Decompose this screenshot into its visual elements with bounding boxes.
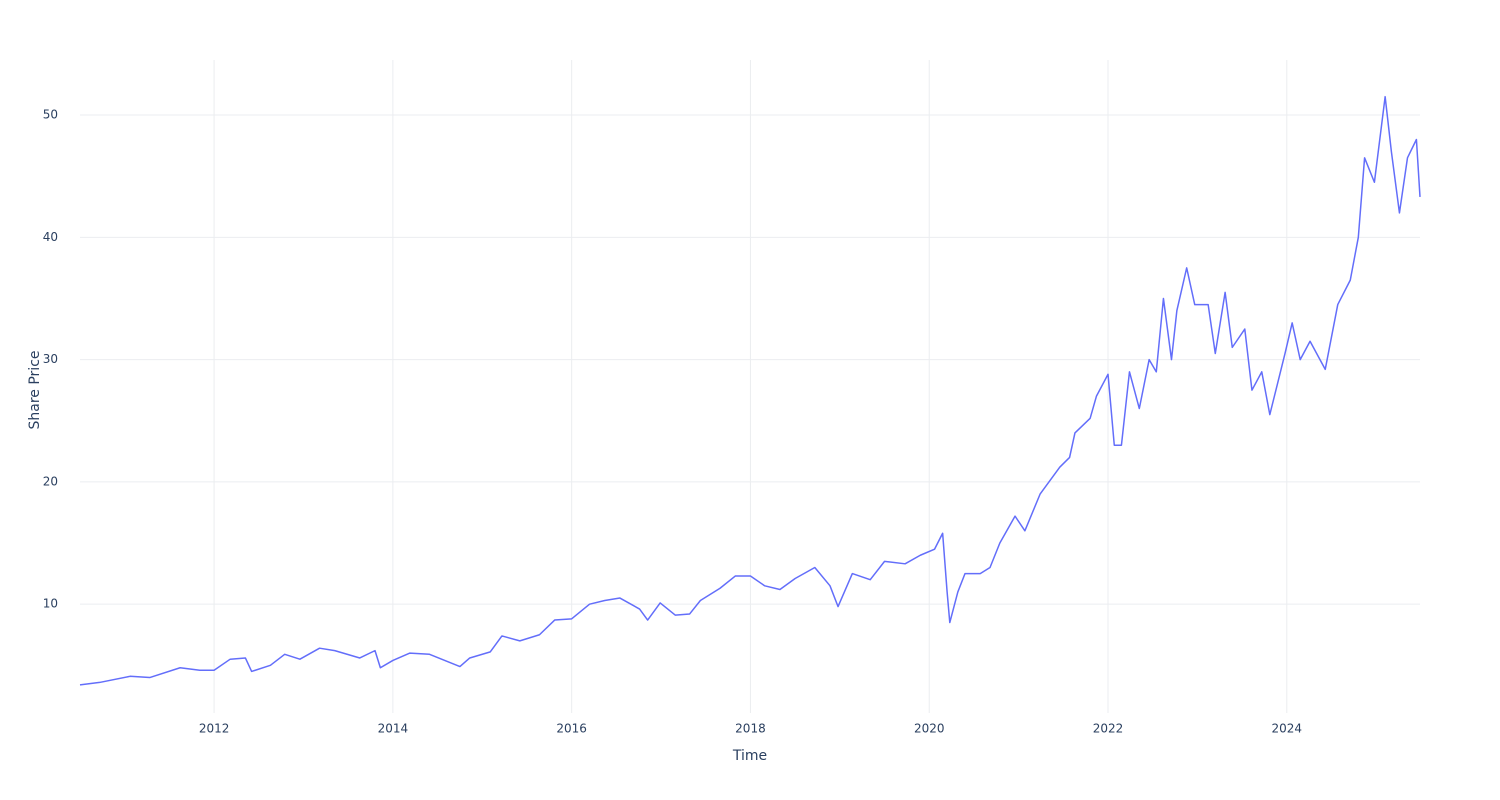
- x-tick-label: 2022: [1093, 722, 1124, 736]
- y-tick-label: 30: [43, 352, 58, 366]
- y-tick-label: 10: [43, 597, 58, 611]
- y-tick-label: 40: [43, 230, 58, 244]
- x-tick-label: 2016: [556, 722, 587, 736]
- x-axis-title: Time: [732, 748, 767, 764]
- x-tick-label: 2024: [1272, 722, 1303, 736]
- y-tick-label: 20: [43, 474, 58, 488]
- y-axis-title: Share Price: [27, 350, 43, 429]
- x-tick-label: 2014: [378, 722, 409, 736]
- x-tick-label: 2018: [735, 722, 766, 736]
- x-tick-label: 2020: [914, 722, 945, 736]
- y-tick-label: 50: [43, 108, 58, 122]
- x-tick-label: 2012: [199, 722, 230, 736]
- line-series: [79, 95, 1421, 686]
